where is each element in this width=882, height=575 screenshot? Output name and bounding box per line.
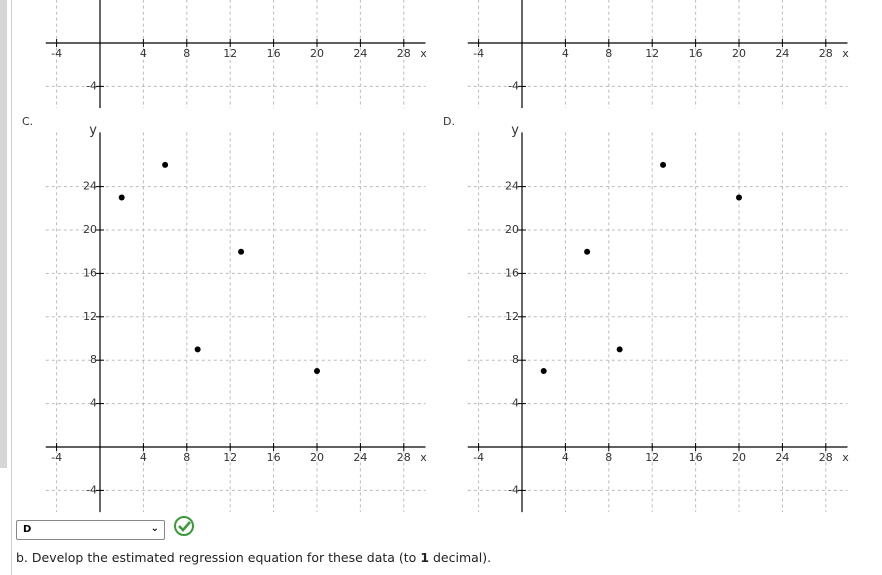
x-tick-label: 16 <box>267 451 281 464</box>
y-tick-label: 8 <box>90 353 97 366</box>
point <box>736 194 742 201</box>
x-tick-label: 20 <box>732 451 746 464</box>
x-axis-label: x <box>420 451 427 464</box>
y-tick-label: 12 <box>505 310 519 323</box>
check-icon <box>174 516 194 536</box>
panel-label: C. <box>22 115 33 128</box>
x-tick-label: 28 <box>397 47 411 60</box>
x-tick-label: -4 <box>473 47 484 60</box>
x-tick-label: -4 <box>473 451 484 464</box>
x-tick-label: 24 <box>353 451 367 464</box>
y-tick-label: 24 <box>83 180 97 193</box>
x-tick-label: 20 <box>310 451 324 464</box>
question-suffix: decimal). <box>429 550 492 565</box>
point <box>584 248 591 255</box>
question-bold: 1 <box>420 550 430 565</box>
x-axis-label: x <box>420 47 427 60</box>
x-tick-label: 24 <box>353 47 367 60</box>
x-axis-label: x <box>842 451 849 464</box>
point <box>162 161 169 168</box>
x-tick-label: 16 <box>267 47 281 60</box>
point <box>314 368 320 375</box>
x-tick-label: 24 <box>775 47 789 60</box>
x-tick-label: 24 <box>775 451 789 464</box>
x-tick-label: 16 <box>689 47 703 60</box>
x-tick-label: -4 <box>51 451 62 464</box>
point <box>194 346 201 353</box>
x-tick-label: 28 <box>819 451 833 464</box>
answer-dropdown[interactable]: D ⌄ <box>16 520 165 540</box>
y-tick-label: 4 <box>90 397 97 410</box>
x-tick-label: 8 <box>605 451 612 464</box>
point <box>660 161 667 168</box>
y-tick-label: 16 <box>83 266 97 279</box>
selected-option: D <box>23 524 32 535</box>
question: b. Develop the estimated regression equa… <box>16 550 491 565</box>
x-tick-label: 8 <box>183 47 190 60</box>
scrollbar <box>0 0 7 468</box>
y-tick-label: -4 <box>508 79 519 92</box>
y-tick-label: 20 <box>83 223 97 236</box>
x-tick-label: 4 <box>140 451 147 464</box>
y-tick-label: -4 <box>508 483 519 496</box>
y-axis-label: y <box>89 123 97 138</box>
x-tick-label: 12 <box>645 47 659 60</box>
x-tick-label: 20 <box>310 47 324 60</box>
x-tick-label: 28 <box>397 451 411 464</box>
point <box>616 346 623 353</box>
dropdown-arrow: ⌄ <box>150 523 159 534</box>
x-tick-label: 8 <box>183 451 190 464</box>
x-tick-label: -4 <box>51 47 62 60</box>
y-tick-label: 20 <box>505 223 519 236</box>
y-tick-label: 16 <box>505 266 519 279</box>
y-tick-label: 8 <box>512 353 519 366</box>
x-tick-label: 8 <box>605 47 612 60</box>
y-tick-label: 4 <box>512 397 519 410</box>
x-tick-label: 20 <box>732 47 746 60</box>
y-tick-label: 24 <box>505 180 519 193</box>
x-tick-label: 4 <box>562 47 569 60</box>
y-tick-label: -4 <box>86 79 97 92</box>
x-tick-label: 28 <box>819 47 833 60</box>
y-tick-label: 12 <box>83 310 97 323</box>
y-tick-label: -4 <box>86 483 97 496</box>
point <box>118 194 125 201</box>
y-axis-label: y <box>511 123 519 138</box>
x-tick-label: 16 <box>689 451 703 464</box>
x-tick-label: 12 <box>645 451 659 464</box>
point <box>540 368 547 375</box>
x-axis-label: x <box>842 47 849 60</box>
question-prefix: b. Develop the estimated regression equa… <box>16 550 421 565</box>
x-tick-label: 12 <box>223 47 237 60</box>
point <box>238 248 245 255</box>
panel-label: D. <box>443 115 455 128</box>
x-tick-label: 4 <box>140 47 147 60</box>
x-tick-label: 12 <box>223 451 237 464</box>
x-tick-label: 4 <box>562 451 569 464</box>
